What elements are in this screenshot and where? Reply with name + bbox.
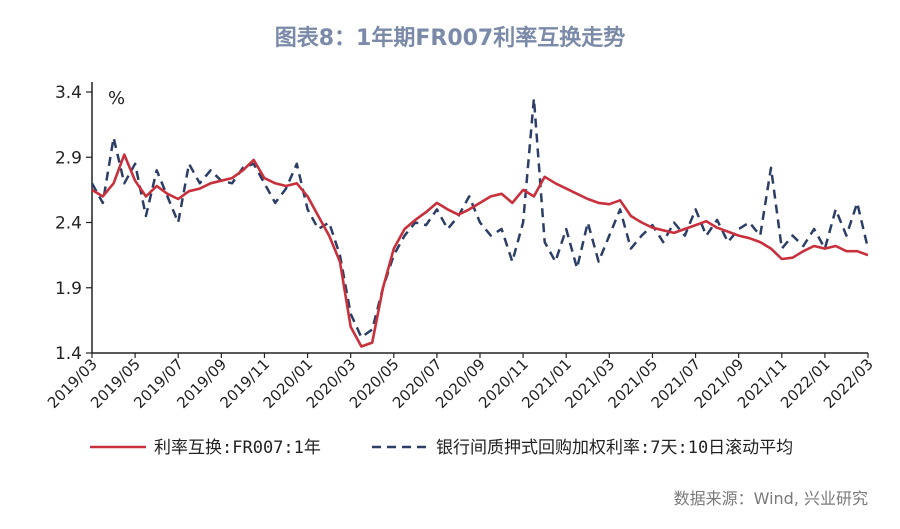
y-tick-label: 1.9: [55, 279, 82, 299]
legend-label-fr007-swap: 利率互换:FR007:1年: [154, 438, 321, 458]
y-tick-label: 2.4: [55, 214, 82, 234]
legend-label-repo-7d: 银行间质押式回购加权利率:7天:10日滚动平均: [436, 438, 793, 458]
y-unit-label: %: [108, 88, 125, 109]
series-line-fr007-swap: [91, 153, 869, 348]
y-tick-label: 3.4: [55, 83, 82, 103]
y-tick-label: 2.9: [55, 148, 82, 168]
y-axis: 3.4 2.9 2.4 1.9 1.4: [55, 83, 92, 364]
source-note: 数据来源：Wind, 兴业研究: [673, 489, 868, 508]
y-tick-label: 1.4: [55, 344, 82, 364]
chart-axes: %: [91, 82, 868, 354]
series-line-repo-7d: [90, 97, 870, 339]
x-axis: 2019/032019/052019/072019/092019/112020/…: [44, 353, 877, 412]
chart-title: 图表8：1年期FR007利率互换走势: [274, 26, 626, 51]
series-lines: [90, 97, 870, 348]
legend: 利率互换:FR007:1年 银行间质押式回购加权利率:7天:10日滚动平均: [90, 438, 793, 458]
